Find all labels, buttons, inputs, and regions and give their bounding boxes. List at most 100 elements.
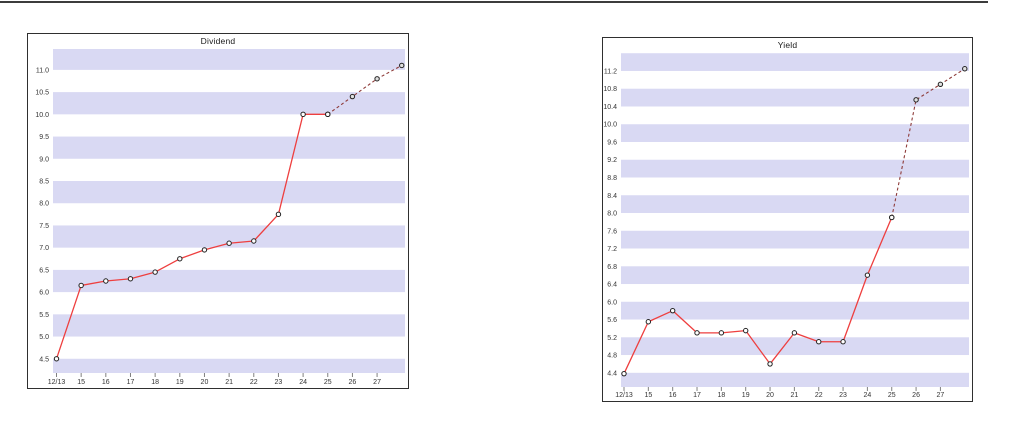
- x-tick-label: 27: [937, 392, 945, 399]
- grid-band: [621, 159, 969, 178]
- grid-band: [621, 124, 969, 142]
- series-line-forecast: [891, 68, 966, 218]
- data-point-marker: [275, 211, 282, 218]
- x-tick-label: 12/13: [48, 379, 66, 386]
- x-tick-label: 23: [275, 379, 283, 386]
- data-point-marker: [201, 247, 208, 253]
- x-tick-label: 24: [299, 379, 307, 386]
- x-tick-label: 15: [77, 379, 85, 386]
- x-tick-label: 20: [766, 392, 774, 399]
- data-point-marker: [718, 330, 725, 336]
- y-tick-label: 10.0: [35, 112, 49, 119]
- y-tick-label: 9.0: [39, 156, 49, 163]
- data-point-marker: [743, 327, 749, 334]
- grid-band: [53, 181, 405, 204]
- x-tick-label: 26: [349, 379, 357, 386]
- data-point-marker: [226, 240, 232, 246]
- grid-band: [53, 314, 405, 337]
- grid-band: [621, 88, 969, 107]
- x-tick-label: 16: [102, 379, 110, 386]
- dividend-chart: 4.5 5.0 5.5 6.0 6.5 7.0 7.5 8.0 8.5 9.0 9.5 10.0 10.…: [27, 33, 409, 389]
- x-tick-label: 18: [151, 379, 159, 386]
- y-tick-label: 9.5: [39, 134, 49, 141]
- y-tick-label: 6.4: [607, 282, 617, 289]
- x-tick-label: 18: [717, 392, 725, 399]
- x-tick-label: 19: [742, 392, 750, 399]
- y-tick-label: 10.8: [603, 86, 617, 93]
- grid-band: [53, 136, 405, 159]
- data-point-marker: [937, 81, 944, 87]
- data-point-marker: [374, 76, 380, 82]
- data-point-marker: [913, 97, 919, 103]
- data-point-marker: [645, 319, 652, 325]
- y-tick-label: 11.2: [604, 68, 617, 75]
- y-tick-label: 8.0: [607, 211, 617, 218]
- x-tick-label: 20: [201, 379, 209, 386]
- chart-title: Yield: [777, 40, 798, 50]
- top-divider-line: [0, 1, 988, 3]
- y-tick-label: 11.0: [36, 67, 49, 74]
- data-point-marker: [791, 330, 798, 336]
- y-tick-label: 10.5: [35, 90, 49, 97]
- dividend-chart-canvas: 4.5 5.0 5.5 6.0 6.5 7.0 7.5 8.0 8.5 9.0 9.5 10.0 10.…: [35, 49, 405, 386]
- series-line-historical: [55, 113, 328, 359]
- data-point-marker: [767, 361, 773, 367]
- grid-band: [621, 301, 969, 320]
- y-tick-label: 8.5: [39, 179, 49, 186]
- x-tick-label: 21: [225, 379, 233, 386]
- x-tick-label: 17: [693, 392, 701, 399]
- data-point-marker: [152, 269, 158, 275]
- y-tick-label: 10.4: [603, 104, 617, 111]
- x-tick-label: 17: [127, 379, 135, 386]
- data-point-marker: [889, 214, 895, 221]
- y-tick-label: 4.4: [607, 370, 617, 377]
- y-tick-label: 9.6: [607, 139, 617, 146]
- data-point-marker: [816, 339, 822, 345]
- x-tick-label: 24: [864, 392, 872, 399]
- y-tick-label: 7.6: [607, 228, 617, 235]
- y-tick-label: 8.4: [607, 193, 617, 200]
- data-point-marker: [53, 356, 60, 362]
- y-tick-label: 6.0: [607, 299, 617, 306]
- data-point-marker: [251, 238, 257, 244]
- grid-band: [621, 195, 969, 214]
- x-tick-label: 22: [250, 379, 258, 386]
- y-tick-label: 5.0: [39, 334, 49, 341]
- data-point-marker: [325, 111, 331, 118]
- grid-band: [621, 266, 969, 285]
- y-tick-label: 5.6: [607, 317, 617, 324]
- yield-chart-canvas: 4.4 4.8 5.2 5.6 6.0 6.4 6.8 7.2 7.6 8.0 8.4 8.8 9.2 9…: [603, 53, 969, 399]
- series-line-historical: [623, 217, 893, 374]
- chart-title: Dividend: [200, 36, 236, 46]
- data-point-marker: [127, 276, 134, 282]
- grid-band: [621, 230, 969, 249]
- y-tick-label: 8.0: [39, 201, 49, 208]
- y-tick-label: 7.0: [39, 245, 49, 252]
- x-tick-label: 26: [912, 392, 920, 399]
- data-point-marker: [669, 307, 676, 314]
- x-tick-label: 23: [839, 392, 847, 399]
- y-tick-label: 10.0: [603, 122, 617, 129]
- x-tick-label: 12/13: [615, 392, 633, 399]
- data-point-marker: [349, 93, 356, 100]
- data-point-marker: [621, 370, 627, 377]
- yield-chart: 4.4 4.8 5.2 5.6 6.0 6.4 6.8 7.2 7.6 8.0 8.4 8.8 9.2 9…: [602, 37, 973, 402]
- data-point-marker: [103, 278, 109, 284]
- y-tick-label: 8.8: [607, 175, 617, 182]
- y-tick-label: 7.5: [39, 223, 49, 230]
- grid-band: [621, 53, 969, 71]
- data-point-marker: [399, 62, 405, 69]
- y-tick-label: 4.8: [607, 353, 617, 360]
- data-point-marker: [78, 282, 84, 289]
- data-point-marker: [300, 111, 306, 118]
- data-point-marker: [694, 330, 700, 336]
- x-tick-label: 25: [324, 379, 332, 386]
- y-tick-label: 5.5: [39, 312, 49, 319]
- grid-band: [621, 372, 969, 387]
- x-tick-label: 22: [815, 392, 823, 399]
- x-tick-label: 19: [176, 379, 184, 386]
- grid-band: [53, 49, 405, 70]
- grid-band: [53, 92, 405, 115]
- data-point-marker: [864, 272, 871, 278]
